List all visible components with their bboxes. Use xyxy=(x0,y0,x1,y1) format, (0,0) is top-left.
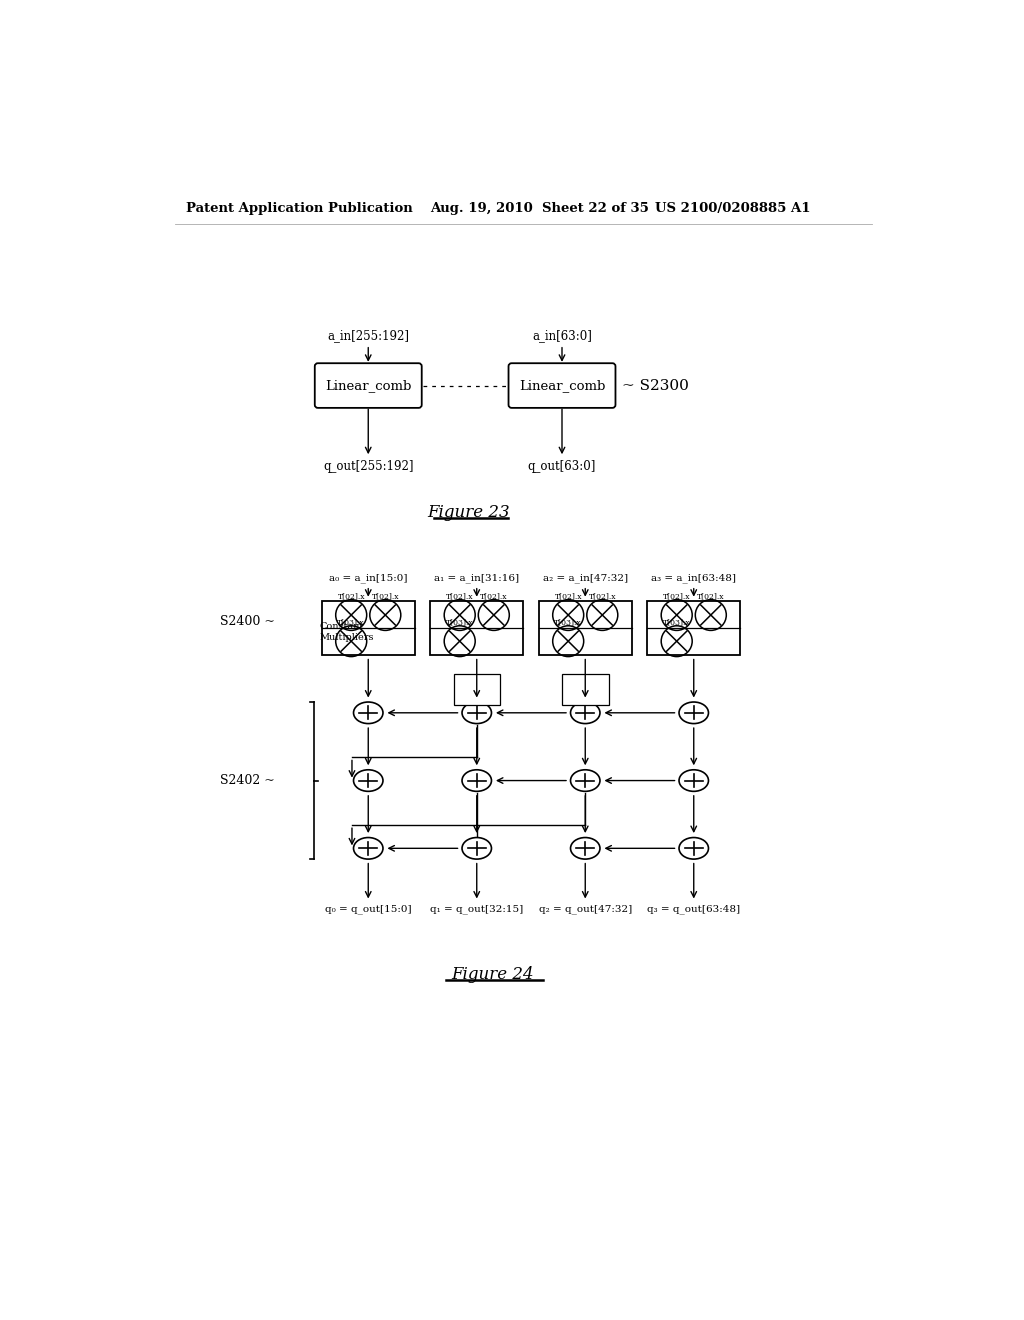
Bar xyxy=(322,601,415,655)
Text: ~ S2300: ~ S2300 xyxy=(622,379,688,392)
Text: a₀ = a_in[15:0]: a₀ = a_in[15:0] xyxy=(329,573,408,583)
Text: T[02].x: T[02].x xyxy=(663,593,690,601)
Text: T[02].x: T[02].x xyxy=(338,593,365,601)
FancyBboxPatch shape xyxy=(314,363,422,408)
Bar xyxy=(562,675,608,705)
Text: Aug. 19, 2010  Sheet 22 of 35: Aug. 19, 2010 Sheet 22 of 35 xyxy=(430,202,649,215)
Text: q₁ = q_out[32:15]: q₁ = q_out[32:15] xyxy=(430,904,523,913)
Bar xyxy=(430,601,523,655)
Text: Linear_comb: Linear_comb xyxy=(325,379,412,392)
Bar xyxy=(454,675,500,705)
Text: US 2100/0208885 A1: US 2100/0208885 A1 xyxy=(655,202,811,215)
Text: Patent Application Publication: Patent Application Publication xyxy=(186,202,413,215)
Text: T[03].x: T[03].x xyxy=(445,619,473,627)
Text: a_in[255:192]: a_in[255:192] xyxy=(328,329,410,342)
Text: T[03].x: T[03].x xyxy=(554,619,582,627)
Text: a₃ = a_in[63:48]: a₃ = a_in[63:48] xyxy=(651,573,736,583)
Text: T[02].x: T[02].x xyxy=(554,593,582,601)
Text: Figure 23: Figure 23 xyxy=(428,504,510,521)
Text: q₃ = q_out[63:48]: q₃ = q_out[63:48] xyxy=(647,904,740,913)
FancyBboxPatch shape xyxy=(509,363,615,408)
Text: S2402 ~: S2402 ~ xyxy=(220,774,275,787)
Text: T[02].x: T[02].x xyxy=(480,593,508,601)
Text: Figure 24: Figure 24 xyxy=(451,966,534,983)
Bar xyxy=(647,601,740,655)
Text: Linear_comb: Linear_comb xyxy=(519,379,605,392)
Text: T[02].x: T[02].x xyxy=(589,593,616,601)
Text: T[03].x: T[03].x xyxy=(663,619,690,627)
Bar xyxy=(539,601,632,655)
Text: T[03].x: T[03].x xyxy=(337,619,365,627)
Text: T[02].x: T[02].x xyxy=(372,593,399,601)
Text: T[02].x: T[02].x xyxy=(697,593,725,601)
Text: T[02].x: T[02].x xyxy=(445,593,473,601)
Text: q_out[63:0]: q_out[63:0] xyxy=(527,459,596,473)
Text: a₂ = a_in[47:32]: a₂ = a_in[47:32] xyxy=(543,573,628,583)
Text: Constant
Multipliers: Constant Multipliers xyxy=(319,622,374,642)
Text: q_out[255:192]: q_out[255:192] xyxy=(323,459,414,473)
Text: q₀ = q_out[15:0]: q₀ = q_out[15:0] xyxy=(325,904,412,913)
Text: q₂ = q_out[47:32]: q₂ = q_out[47:32] xyxy=(539,904,632,913)
Text: S2400 ~: S2400 ~ xyxy=(220,615,275,628)
Text: a₁ = a_in[31:16]: a₁ = a_in[31:16] xyxy=(434,573,519,583)
Text: a_in[63:0]: a_in[63:0] xyxy=(532,329,592,342)
